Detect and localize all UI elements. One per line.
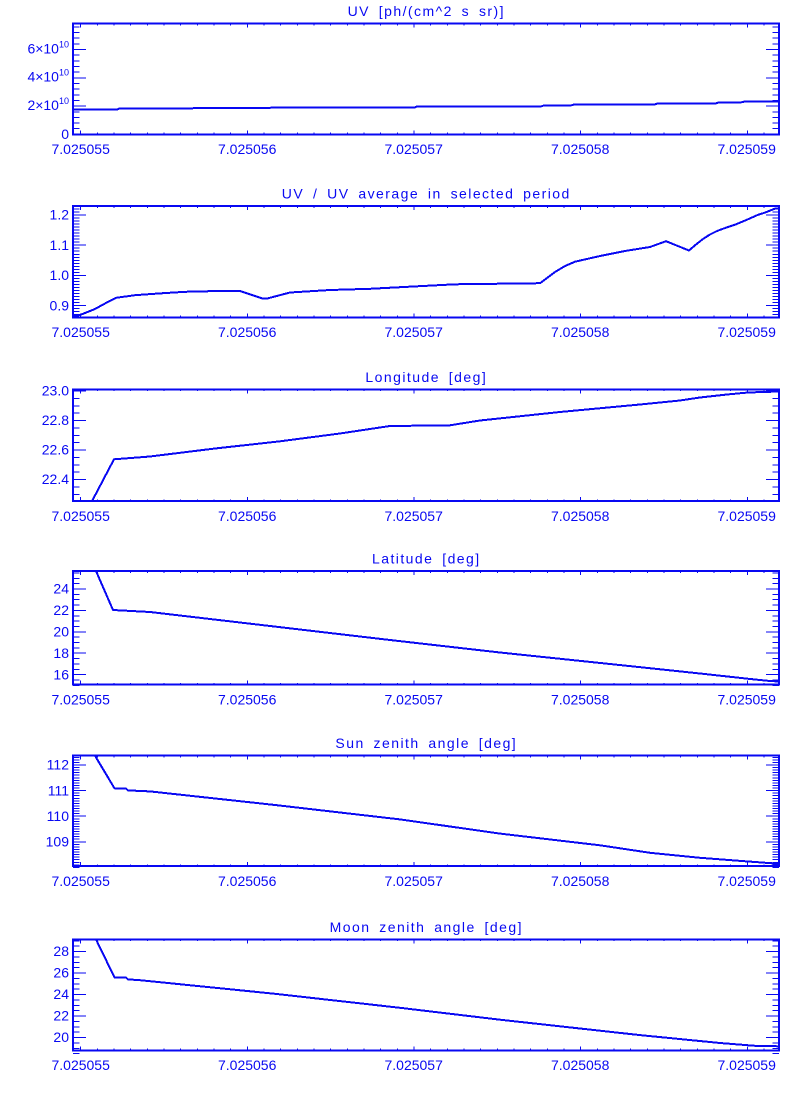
svg-text:7.025058: 7.025058 — [551, 691, 610, 707]
svg-text:7.025055: 7.025055 — [51, 873, 110, 889]
svg-text:Latitude [deg]: Latitude [deg] — [372, 551, 481, 567]
svg-text:1.2: 1.2 — [50, 207, 70, 223]
svg-text:22.4: 22.4 — [42, 471, 69, 487]
svg-text:111: 111 — [48, 782, 69, 798]
svg-text:20: 20 — [53, 624, 69, 640]
svg-text:7.025056: 7.025056 — [218, 324, 277, 340]
svg-text:7.025059: 7.025059 — [717, 141, 776, 157]
svg-text:Sun zenith angle [deg]: Sun zenith angle [deg] — [335, 735, 517, 751]
svg-text:7.025057: 7.025057 — [384, 508, 443, 524]
svg-text:UV / UV average in selected pe: UV / UV average in selected period — [282, 186, 571, 202]
svg-text:112: 112 — [47, 757, 70, 773]
svg-text:7.025056: 7.025056 — [218, 1057, 277, 1073]
svg-text:7.025055: 7.025055 — [51, 324, 110, 340]
svg-text:7.025057: 7.025057 — [384, 691, 443, 707]
svg-text:22.6: 22.6 — [42, 442, 69, 458]
svg-text:6×1010: 6×1010 — [27, 39, 69, 56]
svg-text:7.025058: 7.025058 — [551, 324, 610, 340]
svg-text:7.025058: 7.025058 — [551, 873, 610, 889]
svg-text:7.025059: 7.025059 — [717, 1057, 776, 1073]
svg-text:2×1010: 2×1010 — [27, 96, 69, 113]
svg-text:18: 18 — [53, 645, 69, 661]
svg-text:7.025059: 7.025059 — [717, 508, 776, 524]
svg-text:22: 22 — [53, 1008, 69, 1024]
svg-text:7.025055: 7.025055 — [51, 691, 110, 707]
svg-text:7.025056: 7.025056 — [218, 691, 277, 707]
svg-text:26: 26 — [53, 965, 69, 981]
svg-text:7.025058: 7.025058 — [551, 1057, 610, 1073]
svg-text:1.1: 1.1 — [50, 237, 70, 253]
svg-text:0: 0 — [61, 126, 69, 142]
svg-text:22.8: 22.8 — [42, 412, 69, 428]
svg-text:28: 28 — [53, 943, 69, 959]
svg-text:Longitude [deg]: Longitude [deg] — [365, 369, 487, 385]
svg-text:7.025057: 7.025057 — [384, 141, 443, 157]
svg-text:7.025055: 7.025055 — [51, 508, 110, 524]
svg-text:7.025059: 7.025059 — [717, 873, 776, 889]
svg-text:7.025059: 7.025059 — [717, 691, 776, 707]
svg-text:24: 24 — [53, 986, 69, 1002]
svg-text:16: 16 — [53, 666, 69, 682]
svg-text:0.9: 0.9 — [50, 297, 70, 313]
svg-text:24: 24 — [53, 581, 69, 597]
svg-text:7.025059: 7.025059 — [717, 324, 776, 340]
svg-text:1.0: 1.0 — [50, 267, 70, 283]
svg-text:7.025058: 7.025058 — [551, 141, 610, 157]
svg-text:23.0: 23.0 — [42, 383, 69, 399]
svg-text:7.025056: 7.025056 — [218, 873, 277, 889]
svg-text:7.025055: 7.025055 — [51, 141, 110, 157]
svg-text:7.025057: 7.025057 — [384, 1057, 443, 1073]
svg-text:110: 110 — [47, 808, 70, 824]
svg-text:20: 20 — [53, 1029, 69, 1045]
svg-text:22: 22 — [53, 602, 69, 618]
svg-text:Moon zenith angle [deg]: Moon zenith angle [deg] — [330, 919, 523, 935]
svg-text:4×1010: 4×1010 — [27, 68, 69, 85]
svg-text:7.025057: 7.025057 — [384, 873, 443, 889]
svg-text:7.025058: 7.025058 — [551, 508, 610, 524]
svg-text:109: 109 — [46, 834, 70, 850]
svg-text:7.025055: 7.025055 — [51, 1057, 110, 1073]
svg-text:7.025056: 7.025056 — [218, 508, 277, 524]
svg-text:7.025057: 7.025057 — [384, 324, 443, 340]
svg-text:UV [ph/(cm^2 s sr)]: UV [ph/(cm^2 s sr)] — [348, 3, 505, 19]
svg-text:7.025056: 7.025056 — [218, 141, 277, 157]
